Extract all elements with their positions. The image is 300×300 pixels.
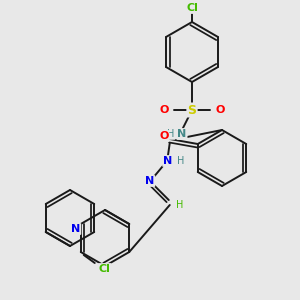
Text: N: N (71, 224, 80, 234)
Text: H: H (177, 156, 184, 166)
Text: Cl: Cl (186, 3, 198, 13)
Text: H: H (176, 200, 183, 210)
Text: N: N (145, 176, 154, 186)
Text: N: N (163, 156, 172, 166)
Text: O: O (159, 131, 168, 141)
Text: O: O (159, 105, 169, 115)
Text: O: O (215, 105, 225, 115)
Text: S: S (188, 103, 196, 116)
Text: Cl: Cl (99, 264, 111, 274)
Text: N: N (177, 129, 187, 139)
Text: H: H (167, 129, 175, 139)
